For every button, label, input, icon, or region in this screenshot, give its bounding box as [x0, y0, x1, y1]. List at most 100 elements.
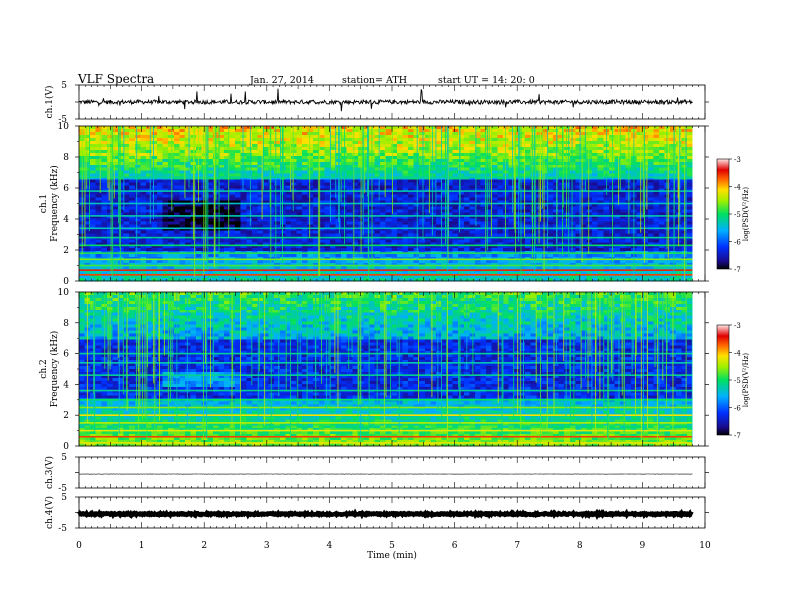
psd-cell [290, 212, 297, 216]
psd-cell [408, 137, 415, 142]
psd-cell [408, 128, 415, 133]
psd-cell [463, 218, 470, 222]
psd-cell [112, 197, 119, 201]
psd-cell [201, 137, 208, 142]
psd-cell [84, 188, 91, 192]
psd-cell [201, 260, 208, 264]
psd-cell [525, 143, 532, 148]
psd-cell [246, 203, 253, 207]
psd-cell [257, 137, 264, 142]
psd-cell [318, 155, 325, 160]
psd-cell [84, 185, 91, 189]
psd-cell [157, 242, 164, 246]
psd-cell [413, 221, 420, 225]
psd-cell [151, 215, 158, 219]
psd-cell [396, 161, 403, 166]
psd-cell [184, 137, 191, 142]
psd-cell [335, 233, 342, 237]
psd-cell [145, 188, 152, 192]
ch1-waveform-ylabel: ch.1(V) [44, 86, 55, 119]
psd-cell [430, 158, 437, 163]
psd-cell [530, 149, 537, 154]
psd-cell [424, 179, 431, 184]
psd-cell [380, 126, 387, 130]
psd-cell [569, 158, 576, 163]
psd-cell [173, 140, 180, 145]
psd-cell [396, 242, 403, 246]
psd-cell [224, 140, 230, 145]
psd-cell [101, 134, 108, 139]
psd-cell [129, 215, 136, 219]
psd-cell [157, 194, 164, 198]
psd-cell [263, 203, 270, 207]
psd-cell [95, 191, 102, 195]
psd-cell [229, 260, 236, 264]
psd-cell [196, 230, 203, 234]
psd-cell [229, 239, 236, 243]
psd-cell [207, 218, 214, 222]
psd-cell [486, 266, 493, 270]
psd-cell [296, 176, 303, 181]
psd-cell [162, 275, 169, 279]
psd-cell [207, 140, 214, 145]
psd-cell [218, 131, 225, 136]
psd-cell [424, 206, 431, 210]
psd-cell [212, 260, 219, 264]
psd-cell [246, 155, 253, 160]
psd-cell [134, 242, 141, 246]
psd-cell [201, 212, 208, 216]
psd-cell [129, 197, 136, 201]
psd-cell [374, 146, 381, 151]
psd-cell [157, 221, 164, 225]
psd-cell [313, 266, 320, 270]
psd-cell [408, 194, 415, 198]
psd-cell [118, 167, 125, 172]
psd-cell [413, 140, 420, 145]
psd-cell [413, 239, 420, 243]
psd-cell [196, 126, 203, 130]
psd-cell [257, 191, 264, 195]
psd-cell [179, 126, 186, 130]
psd-cell [179, 140, 186, 145]
psd-cell [268, 188, 275, 192]
psd-cell [391, 278, 398, 282]
psd-cell [112, 221, 119, 225]
psd-cell [352, 143, 359, 148]
psd-cell [352, 191, 359, 195]
psd-cell [207, 230, 214, 234]
psd-cell [290, 173, 297, 178]
psd-cell [268, 146, 275, 151]
psd-cell [318, 140, 325, 145]
psd-cell [285, 194, 292, 198]
psd-cell [396, 197, 403, 201]
psd-cell [151, 173, 158, 178]
psd-cell [380, 191, 387, 195]
psd-cell [369, 272, 375, 276]
psd-cell [363, 182, 370, 187]
psd-cell [369, 278, 375, 282]
psd-cell [140, 182, 147, 187]
psd-cell [184, 221, 191, 225]
psd-cell [452, 197, 459, 201]
psd-cell [112, 194, 119, 198]
psd-cell [346, 182, 353, 187]
psd-cell [497, 197, 504, 201]
psd-cell [229, 215, 236, 219]
psd-cell [302, 224, 309, 228]
psd-cell [413, 131, 420, 136]
psd-cell [257, 155, 264, 160]
psd-cell [329, 155, 336, 160]
psd-cell [307, 254, 314, 258]
psd-cell [558, 221, 565, 225]
psd-cell [151, 248, 158, 252]
psd-cell [129, 126, 136, 130]
psd-cell [224, 182, 230, 187]
psd-cell [123, 140, 130, 145]
psd-cell [553, 126, 560, 130]
psd-cell [106, 233, 113, 237]
psd-cell [463, 131, 470, 136]
psd-cell [251, 194, 258, 198]
psd-cell [508, 209, 515, 213]
psd-cell [251, 176, 258, 181]
psd-cell [106, 182, 113, 187]
